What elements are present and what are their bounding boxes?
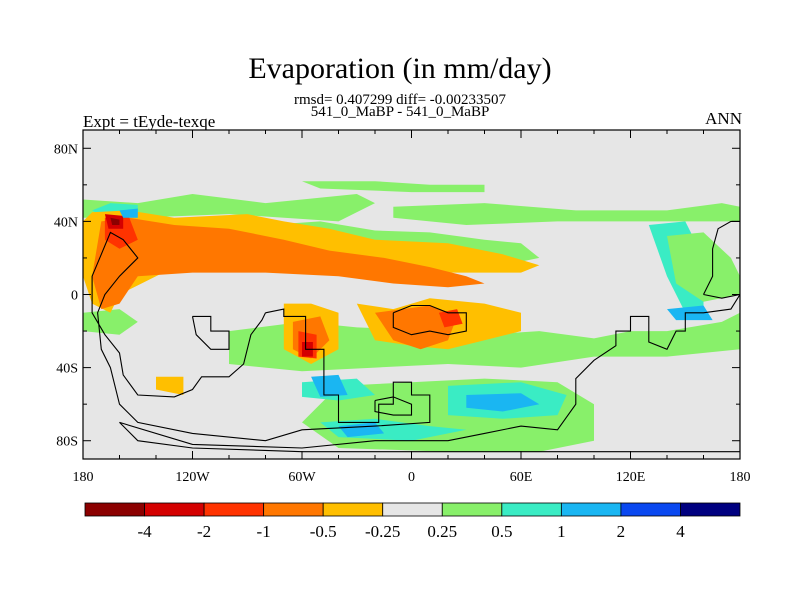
- contour-region-1: [302, 181, 485, 193]
- colorbar-label: -1: [257, 522, 271, 541]
- season-label: ANN: [705, 109, 742, 128]
- coastline-3: [374, 396, 413, 416]
- contour-region-22: [438, 309, 463, 328]
- colorbar-label: -4: [137, 522, 152, 541]
- colorbar-swatch: [322, 502, 384, 517]
- contour-region-28: [119, 208, 138, 218]
- coastline-5: [703, 220, 740, 299]
- x-tick-label: 180: [730, 470, 751, 485]
- x-tick-label: 120W: [175, 470, 210, 485]
- land-outline: [91, 220, 740, 453]
- colorbar: -4 -2 -1 -0.5 -0.25 0.25 0.5 1 2 4: [84, 502, 741, 541]
- colorbar-swatch: [84, 502, 145, 517]
- chart-title: Evaporation (in mm/day): [248, 52, 552, 85]
- y-axis: 80N 40N 0 40S 80S: [54, 142, 740, 450]
- x-axis: 180 120W 60W 0 60E 120E 180: [73, 130, 751, 485]
- x-tick-label: 60E: [510, 470, 533, 485]
- colorbar-label: 4: [676, 522, 685, 541]
- contour-region-26: [311, 374, 348, 397]
- contour-region-19: [375, 305, 458, 350]
- y-tick-label: 80S: [56, 435, 78, 450]
- contour-region-16: [156, 376, 184, 395]
- x-tick-label: 120E: [616, 470, 646, 485]
- coastline-2: [392, 304, 467, 336]
- colorbar-label: 2: [617, 522, 626, 541]
- y-tick-label: 40N: [54, 215, 78, 230]
- x-tick-label: 0: [408, 470, 415, 485]
- colorbar-label: 0.5: [491, 522, 512, 541]
- y-tick-label: 80N: [54, 142, 78, 157]
- contour-region-5: [229, 312, 740, 372]
- experiment-label: Expt = tEyde-texqe: [83, 112, 216, 131]
- contour-region-6: [83, 309, 138, 335]
- colorbar-swatch: [441, 502, 503, 517]
- contour-region-27: [466, 393, 540, 412]
- contour-region-0: [83, 194, 375, 222]
- colorbar-label: -2: [197, 522, 211, 541]
- x-tick-label: 60W: [288, 470, 316, 485]
- x-tick-label: 180: [73, 470, 94, 485]
- colorbar-label: 0.25: [427, 522, 457, 541]
- colorbar-swatch: [620, 502, 681, 517]
- y-tick-label: 0: [71, 289, 78, 304]
- contour-region-17: [92, 217, 485, 310]
- colorbar-swatch: [203, 502, 265, 517]
- coastline-1: [191, 315, 230, 350]
- colorbar-label: 1: [557, 522, 566, 541]
- colorbar-swatch: [144, 502, 205, 517]
- colorbar-swatch: [680, 502, 741, 517]
- contour-region-25: [110, 217, 120, 225]
- coastline-4: [119, 293, 740, 453]
- colorbar-swatch: [560, 502, 622, 517]
- colorbar-label: -0.25: [365, 522, 400, 541]
- contour-region-2: [393, 203, 740, 225]
- colorbar-label: -0.5: [310, 522, 337, 541]
- contour-region-12: [667, 232, 740, 302]
- coastline-0: [91, 231, 431, 442]
- periods-line: 541_0_MaBP - 541_0_MaBP: [310, 104, 490, 120]
- colorbar-swatch: [501, 502, 562, 517]
- colorbar-swatch: [382, 502, 443, 517]
- colorbar-swatch: [263, 502, 324, 517]
- stats-line: rmsd= 0.407299 diff= -0.00233507: [293, 92, 507, 108]
- y-tick-label: 40S: [56, 362, 78, 377]
- contour-fills: [83, 181, 740, 452]
